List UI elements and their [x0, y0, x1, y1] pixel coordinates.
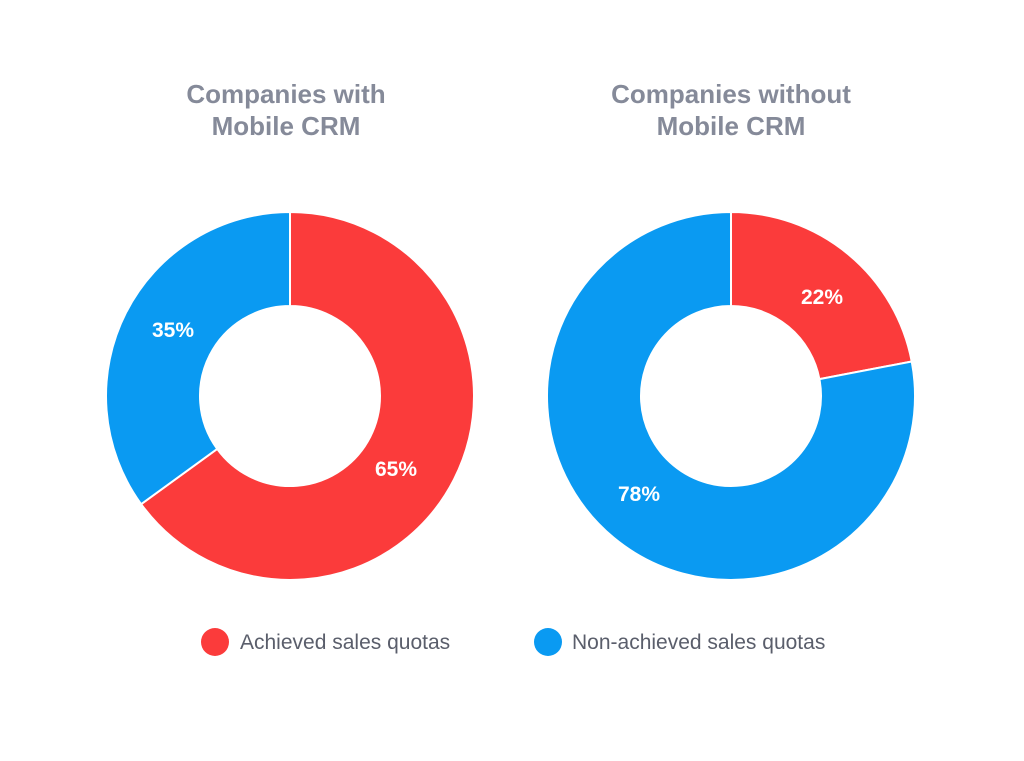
- legend-swatch-achieved: [201, 628, 229, 656]
- chart-title-line-1: Companies with: [186, 79, 385, 109]
- donut-slice-non-achieved: [105, 210, 291, 506]
- donut-slices: [105, 210, 475, 581]
- chart-title-line-2: Mobile CRM: [657, 111, 806, 141]
- donut-slice-achieved: [730, 210, 913, 381]
- donut-slice-achieved: [139, 210, 475, 581]
- donut-chart-with-mobile-crm: Companies with Mobile CRM 65% 35%: [105, 79, 475, 581]
- donut-chart-without-mobile-crm: Companies without Mobile CRM 22% 78%: [546, 79, 916, 581]
- legend-swatch-non-achieved: [534, 628, 562, 656]
- slice-label-non-achieved: 78%: [618, 483, 660, 506]
- donut-slice-non-achieved: [546, 210, 916, 581]
- legend-label-non-achieved: Non-achieved sales quotas: [572, 631, 825, 654]
- legend-item-non-achieved: Non-achieved sales quotas: [534, 628, 825, 656]
- legend-item-achieved: Achieved sales quotas: [201, 628, 450, 656]
- chart-title-line-2: Mobile CRM: [212, 111, 361, 141]
- chart-title-line-1: Companies without: [611, 79, 851, 109]
- slice-label-achieved: 65%: [375, 458, 417, 481]
- legend-label-achieved: Achieved sales quotas: [240, 631, 450, 654]
- legend: Achieved sales quotas Non-achieved sales…: [201, 628, 825, 656]
- slice-label-achieved: 22%: [801, 286, 843, 309]
- slice-label-non-achieved: 35%: [152, 319, 194, 342]
- donut-slices: [546, 210, 916, 581]
